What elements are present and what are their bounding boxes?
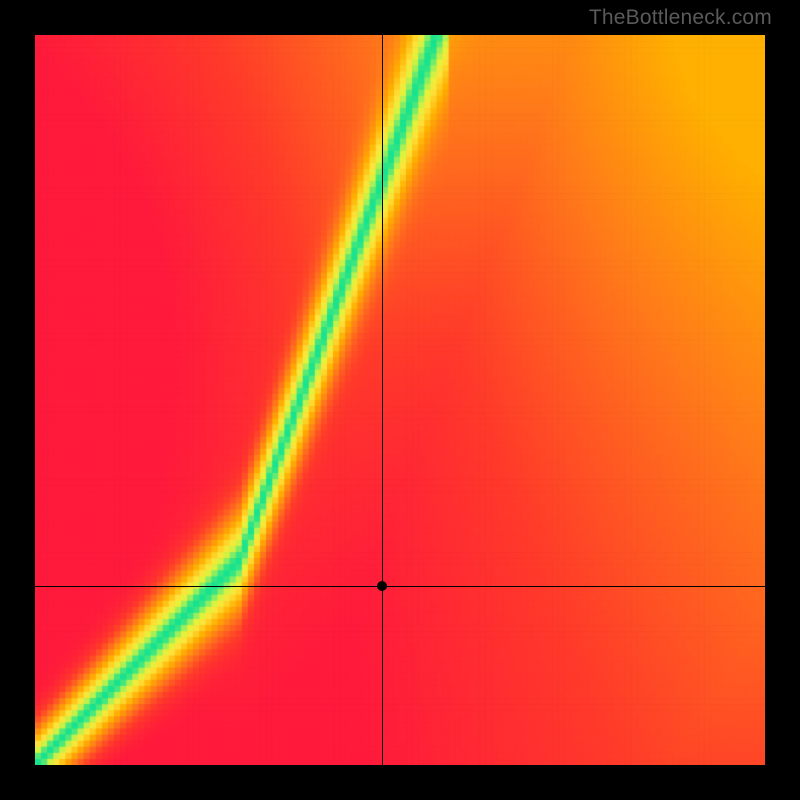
heatmap-canvas — [35, 35, 765, 765]
crosshair-vertical — [382, 35, 383, 765]
crosshair-horizontal — [35, 586, 765, 587]
watermark-text: TheBottleneck.com — [589, 6, 772, 30]
chart-container: TheBottleneck.com — [0, 0, 800, 800]
selected-point — [377, 581, 387, 591]
